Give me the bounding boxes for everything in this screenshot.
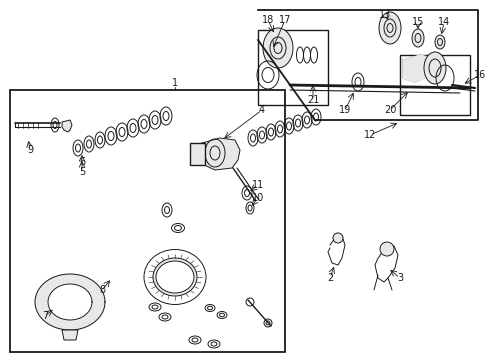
Bar xyxy=(10,90,285,352)
Ellipse shape xyxy=(378,12,400,44)
Ellipse shape xyxy=(434,35,444,49)
Text: 2: 2 xyxy=(326,273,332,283)
Text: 4: 4 xyxy=(259,105,264,115)
Text: 13: 13 xyxy=(378,10,390,20)
Ellipse shape xyxy=(153,258,197,296)
Text: 16: 16 xyxy=(473,70,485,80)
Text: 14: 14 xyxy=(437,17,449,27)
Text: 8: 8 xyxy=(99,285,105,295)
Polygon shape xyxy=(62,330,78,340)
Text: 1: 1 xyxy=(172,78,178,88)
Bar xyxy=(190,143,204,165)
Text: 21: 21 xyxy=(306,95,319,105)
Circle shape xyxy=(332,233,342,243)
Ellipse shape xyxy=(263,28,292,68)
Text: 12: 12 xyxy=(363,130,375,140)
Text: 11: 11 xyxy=(251,180,264,190)
Text: 6: 6 xyxy=(79,157,85,167)
Text: 9: 9 xyxy=(27,145,33,155)
Polygon shape xyxy=(195,138,240,170)
Polygon shape xyxy=(48,284,92,320)
Text: 19: 19 xyxy=(338,105,350,115)
Bar xyxy=(258,30,327,105)
Text: 15: 15 xyxy=(411,17,423,27)
Ellipse shape xyxy=(156,261,194,293)
Text: 7: 7 xyxy=(42,311,48,321)
Bar xyxy=(399,55,469,115)
Ellipse shape xyxy=(423,52,445,84)
Text: 3: 3 xyxy=(396,273,402,283)
Polygon shape xyxy=(62,120,72,132)
Text: 5: 5 xyxy=(79,167,85,177)
Polygon shape xyxy=(35,274,105,330)
Text: 18: 18 xyxy=(262,15,274,25)
Ellipse shape xyxy=(411,29,423,47)
Text: 20: 20 xyxy=(383,105,395,115)
Text: 17: 17 xyxy=(278,15,290,25)
Circle shape xyxy=(379,242,393,256)
Polygon shape xyxy=(402,55,429,82)
Text: 10: 10 xyxy=(251,193,264,203)
